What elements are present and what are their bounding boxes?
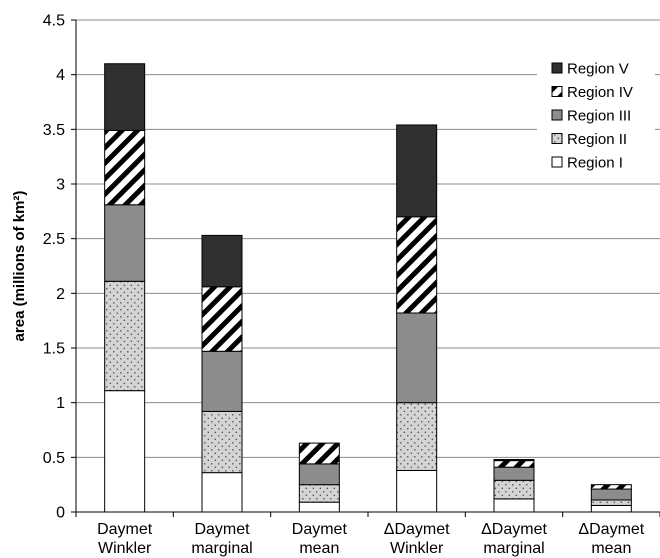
legend: Region V Region IV Region III Region II Regi… (537, 56, 655, 178)
legend-label: Region I (567, 155, 623, 172)
bar-segment-region-ii (590, 499, 632, 506)
bar-segment-region-i (298, 501, 340, 513)
x-category-label: Daymet (194, 521, 250, 538)
y-tick-label: 1.5 (43, 341, 65, 358)
bar-segment-region-ii (298, 484, 340, 503)
legend-label: Region IV (567, 84, 633, 101)
x-category-label: marginal (191, 540, 252, 557)
bar-segment-region-iv (493, 460, 535, 468)
y-tick-labels: 0 0.5 1 1.5 2 2.5 3 3.5 4 4.5 (43, 13, 65, 522)
x-category-labels: Daymet Winkler Daymet marginal Daymet mean ΔDa… (97, 521, 645, 557)
bar-segment-region-iii (298, 463, 340, 486)
legend-swatch (551, 109, 563, 121)
bar-segment-region-v (396, 124, 438, 218)
y-tick-label: 4 (56, 67, 65, 84)
y-tick-label: 3 (56, 177, 65, 194)
bar-segment-region-ii (396, 402, 438, 471)
bars (104, 63, 632, 513)
axes (75, 20, 660, 517)
bar-segment-region-iii (201, 350, 243, 412)
bar-segment-region-i (396, 469, 438, 513)
x-category-label: marginal (483, 540, 544, 557)
legend-swatch (551, 86, 563, 97)
x-category-label: ΔDaymet (384, 521, 450, 538)
bar-segment-region-iv (396, 216, 438, 314)
legend-swatch (551, 62, 563, 74)
legend-label: Region III (567, 108, 631, 125)
x-category-label: Daymet (97, 521, 153, 538)
y-tick-label: 1 (56, 395, 65, 412)
x-category-label: mean (591, 540, 631, 557)
bar-segment-region-v (493, 459, 535, 462)
bar-segment-region-iv (298, 442, 340, 465)
bar-segment-region-ii (201, 410, 243, 474)
y-tick-label: 4.5 (43, 13, 65, 30)
bar-segment-region-iii (104, 204, 146, 282)
x-category-label: ΔDaymet (481, 521, 547, 538)
legend-label: Region II (567, 131, 627, 148)
x-category-label: Winkler (390, 540, 444, 557)
y-tick-label: 2 (56, 286, 65, 303)
y-axis-title: area (millions of km²) (11, 191, 28, 342)
x-category-label: Daymet (292, 521, 348, 538)
bar-segment-region-iv (104, 129, 146, 206)
bar-segment-region-i (590, 504, 632, 513)
bar-segment-region-iv (590, 484, 632, 490)
legend-swatch (551, 133, 563, 144)
y-tick-label: 3.5 (43, 122, 65, 139)
x-category-label: mean (299, 540, 339, 557)
bar-segment-region-iii (396, 312, 438, 404)
bar-segment-region-i (104, 390, 146, 513)
bar-segment-region-i (201, 472, 243, 513)
bar-segment-region-iv (201, 286, 243, 352)
bar-segment-region-iii (590, 488, 632, 501)
bar-segment-region-iii (493, 466, 535, 481)
bar-segment-region-v (104, 63, 146, 131)
y-tick-label: 0.5 (43, 450, 65, 467)
bar-segment-region-ii (104, 280, 146, 392)
legend-swatch (551, 156, 563, 168)
bar-segment-region-i (493, 498, 535, 513)
bar-segment-region-ii (493, 479, 535, 500)
legend-label: Region V (567, 61, 629, 78)
y-tick-label: 0 (56, 505, 65, 522)
bar-segment-region-v (201, 234, 243, 288)
x-category-label: ΔDaymet (578, 521, 644, 538)
x-category-label: Winkler (98, 540, 152, 557)
y-tick-label: 2.5 (43, 231, 65, 248)
